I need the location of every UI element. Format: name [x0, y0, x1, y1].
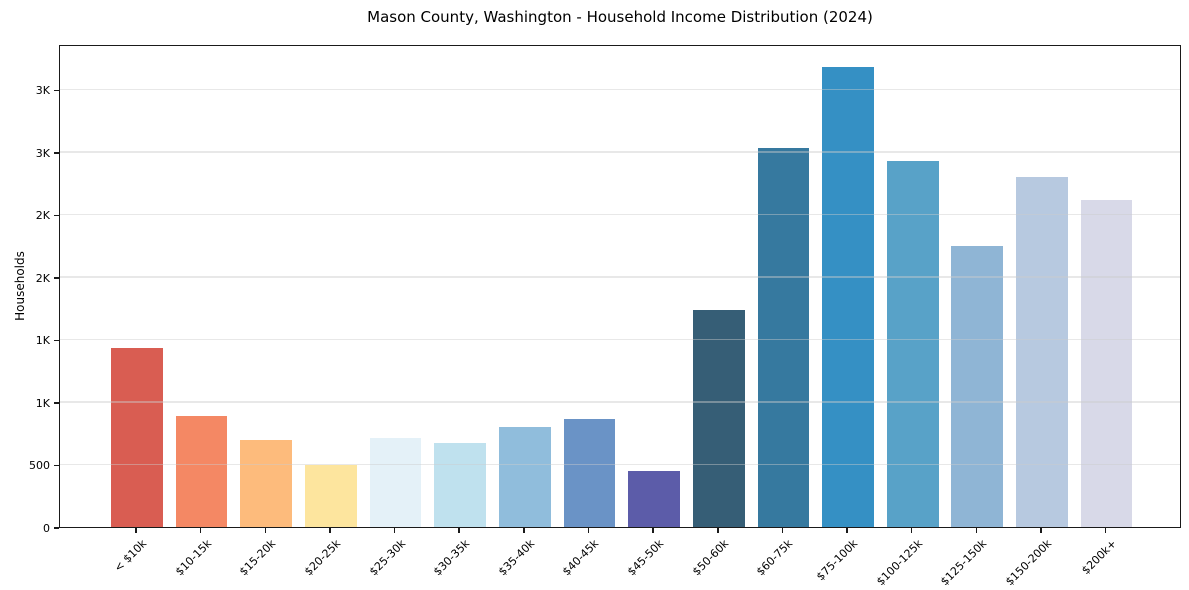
x-tick: [975, 528, 978, 533]
gridline: [60, 401, 1180, 403]
gridline: [60, 213, 1180, 216]
x-tick: [458, 528, 460, 533]
x-tick-label: $200k+: [1078, 537, 1119, 578]
x-tick: [264, 528, 267, 533]
y-tick: [54, 339, 59, 342]
x-tick-label: $75-100k: [814, 537, 861, 584]
y-tick-label: 3K: [35, 84, 50, 97]
x-tick: [199, 528, 202, 533]
bar-125-150k: [951, 245, 1004, 527]
x-tick: [846, 528, 848, 533]
x-tick-label: < $10k: [111, 537, 150, 575]
x-tick-label: $10-15k: [172, 537, 214, 579]
bar-40-45k: [563, 418, 616, 527]
bar-150-200k: [1016, 177, 1068, 527]
x-tick: [910, 528, 913, 533]
y-tick: [54, 89, 59, 92]
y-tick-label: 2K: [35, 271, 50, 285]
x-tick: [523, 528, 525, 533]
bar-100-125k: [886, 160, 939, 527]
x-tick-label: $15-20k: [237, 537, 279, 579]
y-tick-label: 500: [29, 459, 50, 472]
y-tick-label: 1K: [35, 396, 50, 410]
x-tick: [587, 528, 590, 533]
y-tick: [54, 152, 59, 154]
plot-area: [59, 45, 1181, 528]
x-tick-label: $50-60k: [689, 537, 731, 579]
bar-60-75k: [757, 148, 810, 527]
x-tick: [329, 528, 331, 533]
bar-35-40k: [498, 427, 551, 527]
gridline: [60, 338, 1180, 341]
y-tick: [54, 527, 59, 529]
x-tick: [652, 528, 654, 533]
gridline: [60, 463, 1180, 466]
x-tick-label: $40-45k: [560, 537, 602, 579]
chart-title: Mason County, Washington - Household Inc…: [367, 8, 873, 26]
x-tick: [135, 528, 137, 533]
bar-30-35k: [434, 442, 487, 527]
x-tick: [393, 528, 396, 533]
gridline: [60, 151, 1180, 153]
x-tick-label: $25-30k: [366, 537, 408, 579]
x-tick-label: $45-50k: [625, 537, 667, 579]
x-tick: [1104, 528, 1107, 533]
x-tick-label: $20-25k: [301, 537, 344, 579]
y-tick: [54, 402, 59, 404]
x-tick: [1040, 528, 1042, 533]
gridline: [60, 276, 1180, 278]
x-tick-label: $35-40k: [495, 537, 538, 579]
y-tick-label: 2K: [35, 209, 50, 222]
bar-45-50k: [628, 470, 680, 527]
x-tick: [781, 528, 784, 533]
bar-15-20k: [240, 439, 293, 527]
y-tick-label: 1K: [35, 334, 50, 347]
y-axis-label: Households: [13, 251, 27, 321]
bar-10-15k: [175, 415, 228, 527]
x-tick: [717, 528, 719, 533]
bar-75-100k: [822, 67, 874, 527]
y-tick-label: 0: [43, 521, 50, 535]
y-tick: [54, 464, 59, 467]
y-tick-label: 3K: [35, 146, 50, 160]
bar-20-25k: [305, 464, 357, 527]
x-tick-label: $60-75k: [754, 537, 796, 579]
x-tick-label: $30-35k: [431, 537, 473, 579]
y-tick: [54, 277, 59, 279]
x-tick-label: $125-150k: [938, 537, 990, 589]
bar-50-60k: [692, 309, 745, 527]
bar-200k+: [1080, 199, 1133, 527]
gridline: [60, 88, 1180, 91]
x-tick-label: $100-125k: [873, 537, 925, 589]
y-tick: [54, 214, 59, 217]
bar-25-30k: [369, 438, 422, 527]
bar-10k: [111, 348, 163, 527]
x-tick-label: $150-200k: [1002, 537, 1055, 589]
